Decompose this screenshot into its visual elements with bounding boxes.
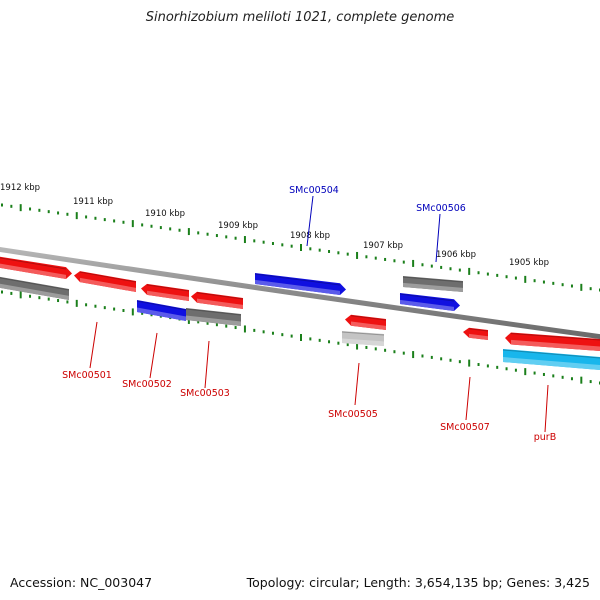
outer-tick-track bbox=[1, 203, 600, 292]
gene-feature-red[interactable] bbox=[463, 327, 489, 340]
scale-label: 1912 kbp bbox=[0, 183, 40, 193]
gene-feature-red[interactable] bbox=[505, 332, 600, 351]
scale-label: 1910 kbp bbox=[145, 209, 185, 219]
gene-feature-blue[interactable] bbox=[136, 300, 187, 321]
inner-tick-track bbox=[1, 290, 600, 385]
gene-feature-gray[interactable] bbox=[402, 276, 464, 292]
map-title: Sinorhizobium meliloti 1021, complete ge… bbox=[145, 10, 455, 25]
genome-backbone bbox=[0, 246, 600, 340]
gene-feature-red[interactable] bbox=[74, 271, 137, 292]
gene-leader-line bbox=[354, 362, 360, 406]
gene-feature-gray[interactable] bbox=[185, 308, 242, 326]
gene-label[interactable]: SMc00505 bbox=[328, 409, 378, 420]
gene-feature-blue[interactable] bbox=[399, 293, 460, 311]
gene-label[interactable]: SMc00501 bbox=[62, 370, 112, 381]
gene-feature-blue[interactable] bbox=[254, 273, 346, 295]
gene-feature-red[interactable] bbox=[345, 314, 387, 330]
gene-label[interactable]: SMc00502 bbox=[122, 379, 172, 390]
gene-leader-line bbox=[435, 213, 441, 263]
gene-feature-red[interactable] bbox=[0, 256, 72, 279]
gene-leader-line bbox=[544, 384, 549, 433]
accession-label: Accession: NC_003047 bbox=[10, 575, 153, 590]
scale-label: 1909 kbp bbox=[218, 221, 258, 231]
gene-feature-red[interactable] bbox=[191, 291, 244, 309]
gene-leader-line bbox=[89, 321, 98, 369]
scale-label: 1906 kbp bbox=[436, 250, 476, 260]
gene-leader-line bbox=[306, 195, 314, 247]
gene-feature-light_gray[interactable] bbox=[341, 331, 385, 346]
gene-label[interactable]: SMc00507 bbox=[440, 422, 490, 433]
scale-label: 1907 kbp bbox=[363, 241, 403, 251]
genome-summary: Topology: circular; Length: 3,654,135 bp… bbox=[246, 575, 590, 590]
gene-label[interactable]: SMc00506 bbox=[416, 203, 466, 214]
gene-label[interactable]: purB bbox=[534, 432, 556, 443]
scale-label: 1908 kbp bbox=[290, 231, 330, 241]
gene-feature-cyan[interactable] bbox=[502, 349, 600, 370]
gene-leader-line bbox=[465, 376, 471, 421]
gene-feature-gray[interactable] bbox=[0, 276, 70, 300]
gene-label[interactable]: SMc00503 bbox=[180, 388, 230, 399]
gene-feature-red[interactable] bbox=[141, 283, 190, 301]
scale-label: 1905 kbp bbox=[509, 258, 549, 268]
scale-label: 1911 kbp bbox=[73, 197, 113, 207]
gene-leader-line bbox=[149, 332, 158, 379]
gene-leader-line bbox=[204, 340, 210, 389]
gene-label[interactable]: SMc00504 bbox=[289, 185, 339, 196]
